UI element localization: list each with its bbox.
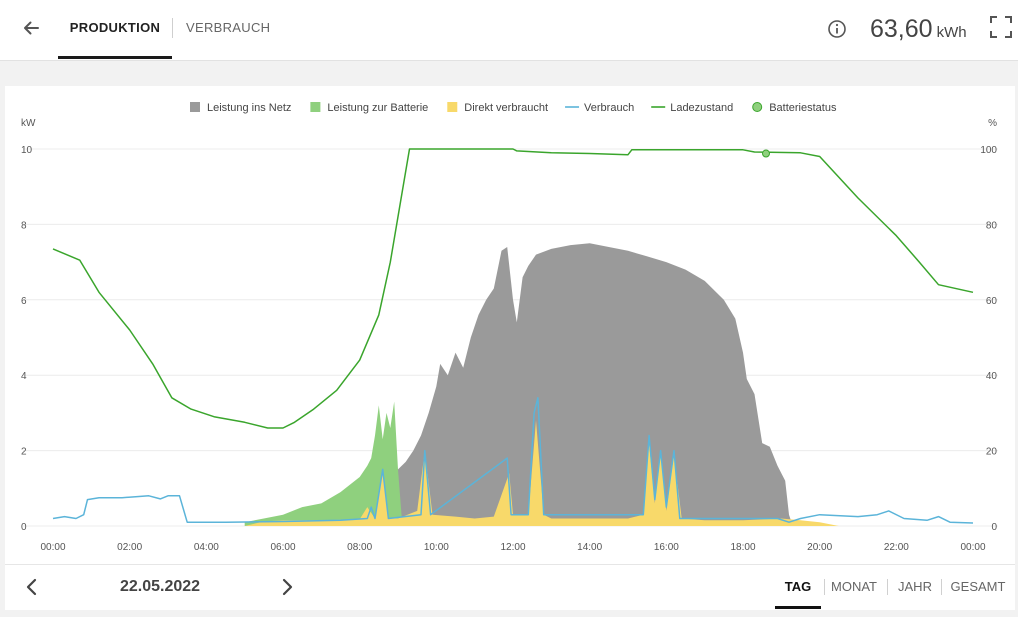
legend-item: Leistung zur Batterie xyxy=(310,102,428,114)
legend-swatch xyxy=(447,102,458,112)
y-left-tick-label: 8 xyxy=(21,220,27,231)
arrow-left-icon xyxy=(24,21,39,35)
y-left-tick-label: 6 xyxy=(21,296,27,307)
line-verbrauch xyxy=(52,397,974,524)
period-tab-gesamt[interactable]: GESAMT xyxy=(950,579,1006,594)
date-navigation-bar: 22.05.2022 TAG MONAT JAHR GESAMT xyxy=(5,564,1015,610)
legend-item: Ladezustand xyxy=(651,102,733,114)
y-left-unit: kW xyxy=(21,118,36,129)
legend-label: Direkt verbraucht xyxy=(464,102,548,114)
y-left-tick-label: 2 xyxy=(21,447,27,458)
x-tick-label: 16:00 xyxy=(654,542,679,553)
y-right-tick-label: 40 xyxy=(986,371,998,382)
area-leistung-zur-batterie xyxy=(244,401,402,526)
info-icon xyxy=(828,20,846,38)
period-tab-tag[interactable]: TAG xyxy=(775,565,821,609)
x-tick-label: 00:00 xyxy=(960,542,985,553)
legend-swatch xyxy=(310,102,321,112)
energy-unit: kWh xyxy=(936,24,967,41)
line-series xyxy=(52,148,974,524)
legend-swatch xyxy=(752,102,763,112)
y-left-tick-label: 10 xyxy=(21,145,33,156)
y-right-tick-label: 100 xyxy=(980,145,997,156)
y-right-unit: % xyxy=(988,118,997,129)
legend-swatch xyxy=(190,102,200,112)
period-divider xyxy=(941,579,942,595)
legend-item: Direkt verbraucht xyxy=(447,102,548,114)
x-tick-label: 12:00 xyxy=(500,542,525,553)
x-tick-label: 20:00 xyxy=(807,542,832,553)
x-tick-label: 02:00 xyxy=(117,542,142,553)
line-ladezustand xyxy=(52,148,974,429)
energy-value: 63,60 xyxy=(870,15,933,43)
area-series xyxy=(244,243,839,527)
legend-item: Leistung ins Netz xyxy=(190,102,291,114)
x-tick-label: 06:00 xyxy=(270,542,295,553)
period-divider xyxy=(824,579,825,595)
legend-label: Batteriestatus xyxy=(769,102,837,114)
next-day-button[interactable] xyxy=(275,575,299,599)
x-tick-label: 04:00 xyxy=(194,542,219,553)
fullscreen-icon xyxy=(990,16,1012,38)
tab-verbrauch[interactable]: VERBRAUCH xyxy=(186,20,271,35)
y-right-tick-label: 0 xyxy=(991,522,997,533)
fullscreen-button[interactable] xyxy=(988,14,1014,40)
previous-day-button[interactable] xyxy=(20,575,44,599)
chevron-left-icon xyxy=(26,578,37,596)
tab-divider xyxy=(172,18,173,38)
period-divider xyxy=(887,579,888,595)
legend-label: Leistung ins Netz xyxy=(207,102,291,114)
production-chart: Leistung ins Netz Leistung zur Batterie Di… xyxy=(21,102,998,553)
energy-total: 63,60 kWh xyxy=(870,12,967,46)
y-left-tick-label: 4 xyxy=(21,371,27,382)
back-button[interactable] xyxy=(18,14,46,42)
x-tick-label: 10:00 xyxy=(424,542,449,553)
y-right-tick-label: 20 xyxy=(986,447,998,458)
legend-label: Ladezustand xyxy=(670,102,733,114)
current-date: 22.05.2022 xyxy=(119,578,201,595)
x-tick-label: 14:00 xyxy=(577,542,602,553)
area-leistung-ins-netz xyxy=(398,243,793,527)
tab-produktion[interactable]: PRODUKTION xyxy=(58,0,172,59)
battery-status-point xyxy=(762,149,770,158)
x-tick-label: 00:00 xyxy=(40,542,65,553)
header: PRODUKTION VERBRAUCH 63,60 kWh xyxy=(0,0,1018,61)
area-direkt-verbraucht xyxy=(244,420,839,526)
legend-label: Leistung zur Batterie xyxy=(327,102,428,114)
y-left-tick-label: 0 xyxy=(21,522,27,533)
period-tab-monat[interactable]: MONAT xyxy=(831,579,877,594)
chart-card: Leistung ins Netz Leistung zur Batterie Di… xyxy=(5,86,1015,564)
legend-item: Verbrauch xyxy=(565,102,634,114)
chart-legend: Leistung ins Netz Leistung zur Batterie Di… xyxy=(190,102,837,114)
chevron-right-icon xyxy=(282,578,293,596)
y-right-tick-label: 80 xyxy=(986,220,998,231)
info-button[interactable] xyxy=(826,18,848,40)
period-tab-jahr[interactable]: JAHR xyxy=(898,579,932,594)
legend-label: Verbrauch xyxy=(584,102,634,114)
legend-item: Batteriestatus xyxy=(752,102,837,114)
x-tick-label: 08:00 xyxy=(347,542,372,553)
x-tick-label: 22:00 xyxy=(884,542,909,553)
x-tick-label: 18:00 xyxy=(730,542,755,553)
y-right-tick-label: 60 xyxy=(986,296,998,307)
